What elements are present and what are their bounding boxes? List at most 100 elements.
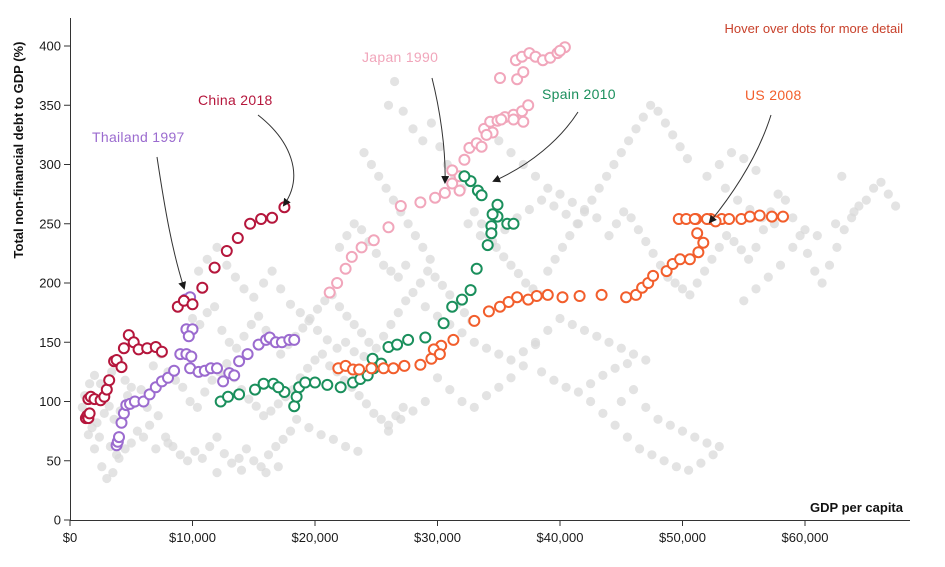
point-us-2008[interactable] bbox=[709, 215, 722, 228]
background-point[interactable] bbox=[518, 347, 528, 357]
point-us-2008[interactable] bbox=[468, 314, 481, 327]
background-point[interactable] bbox=[236, 465, 247, 475]
point-spain-2010[interactable] bbox=[290, 390, 303, 403]
background-point[interactable] bbox=[222, 359, 232, 369]
background-point[interactable] bbox=[393, 308, 403, 318]
background-point[interactable] bbox=[653, 106, 663, 116]
background-point[interactable] bbox=[780, 195, 791, 205]
background-point[interactable] bbox=[616, 148, 626, 158]
background-point[interactable] bbox=[610, 420, 620, 430]
point-us-2008[interactable] bbox=[692, 246, 705, 259]
background-point[interactable] bbox=[371, 343, 381, 353]
point-japan-1990[interactable] bbox=[458, 153, 471, 166]
point-us-2008[interactable] bbox=[482, 305, 495, 318]
background-point[interactable] bbox=[518, 361, 528, 371]
background-point[interactable] bbox=[132, 426, 142, 436]
background-point[interactable] bbox=[83, 430, 93, 440]
point-spain-2010[interactable] bbox=[419, 331, 432, 344]
background-point[interactable] bbox=[349, 319, 359, 330]
background-point[interactable] bbox=[239, 331, 249, 341]
background-point[interactable] bbox=[475, 231, 485, 241]
background-point[interactable] bbox=[463, 219, 473, 229]
background-point[interactable] bbox=[638, 112, 648, 122]
background-point[interactable] bbox=[831, 219, 841, 229]
background-point[interactable] bbox=[89, 370, 100, 380]
background-point[interactable] bbox=[418, 242, 428, 252]
background-point[interactable] bbox=[190, 446, 200, 456]
background-point[interactable] bbox=[249, 292, 259, 302]
point-us-2008[interactable] bbox=[753, 209, 766, 222]
point-japan-1990[interactable] bbox=[382, 221, 395, 234]
point-us-2008[interactable] bbox=[353, 363, 366, 376]
point-china-2018[interactable] bbox=[196, 281, 209, 294]
background-point[interactable] bbox=[85, 379, 95, 389]
point-japan-1990[interactable] bbox=[554, 44, 566, 57]
background-point[interactable] bbox=[398, 402, 408, 412]
background-point[interactable] bbox=[415, 278, 425, 288]
background-point[interactable] bbox=[371, 248, 381, 258]
background-point[interactable] bbox=[849, 207, 859, 217]
background-point[interactable] bbox=[722, 231, 732, 241]
background-point[interactable] bbox=[692, 278, 702, 288]
point-us-2008[interactable] bbox=[691, 227, 704, 240]
background-point[interactable] bbox=[249, 456, 259, 466]
background-point[interactable] bbox=[861, 195, 871, 205]
point-japan-1990[interactable] bbox=[475, 140, 488, 153]
background-point[interactable] bbox=[622, 359, 633, 369]
background-point[interactable] bbox=[432, 373, 443, 383]
background-point[interactable] bbox=[702, 171, 712, 181]
background-point[interactable] bbox=[775, 260, 786, 270]
background-point[interactable] bbox=[758, 225, 769, 235]
background-point[interactable] bbox=[120, 375, 130, 385]
background-point[interactable] bbox=[744, 254, 754, 264]
background-point[interactable] bbox=[379, 260, 389, 270]
background-point[interactable] bbox=[800, 225, 810, 235]
background-point[interactable] bbox=[561, 209, 571, 219]
background-point[interactable] bbox=[420, 396, 430, 407]
background-point[interactable] bbox=[126, 382, 136, 392]
background-point[interactable] bbox=[207, 375, 217, 385]
point-us-2008[interactable] bbox=[723, 213, 736, 225]
background-point[interactable] bbox=[359, 351, 369, 362]
background-point[interactable] bbox=[102, 473, 112, 484]
background-point[interactable] bbox=[648, 248, 658, 258]
point-spain-2010[interactable] bbox=[233, 388, 246, 401]
point-spain-2010[interactable] bbox=[272, 381, 285, 394]
point-china-2018[interactable] bbox=[186, 298, 199, 311]
background-point[interactable] bbox=[357, 225, 367, 235]
background-point[interactable] bbox=[543, 325, 553, 335]
background-point[interactable] bbox=[773, 189, 783, 199]
background-point[interactable] bbox=[647, 450, 657, 460]
background-point[interactable] bbox=[660, 118, 671, 128]
background-point[interactable] bbox=[469, 207, 479, 217]
point-spain-2010[interactable] bbox=[470, 262, 483, 275]
point-us-2008[interactable] bbox=[447, 333, 460, 346]
background-point[interactable] bbox=[561, 382, 571, 392]
point-thailand-1997[interactable] bbox=[228, 369, 241, 382]
background-point[interactable] bbox=[369, 408, 379, 418]
point-japan-1990[interactable] bbox=[438, 186, 451, 199]
point-japan-1990[interactable] bbox=[517, 66, 530, 79]
background-point[interactable] bbox=[435, 142, 445, 152]
point-japan-1990[interactable] bbox=[339, 262, 352, 275]
background-point[interactable] bbox=[530, 340, 541, 350]
point-japan-1990[interactable] bbox=[522, 99, 535, 112]
background-point[interactable] bbox=[192, 402, 202, 412]
point-spain-2010[interactable] bbox=[402, 333, 415, 346]
point-japan-1990[interactable] bbox=[394, 200, 407, 212]
background-point[interactable] bbox=[524, 204, 535, 215]
background-point[interactable] bbox=[592, 213, 602, 223]
point-thailand-1997[interactable] bbox=[288, 333, 301, 346]
background-point[interactable] bbox=[376, 414, 386, 424]
background-point[interactable] bbox=[598, 370, 608, 380]
background-point[interactable] bbox=[677, 426, 688, 436]
point-japan-1990[interactable] bbox=[480, 128, 493, 141]
background-point[interactable] bbox=[383, 426, 394, 436]
background-point[interactable] bbox=[426, 118, 436, 128]
background-point[interactable] bbox=[197, 453, 207, 463]
background-point[interactable] bbox=[537, 367, 547, 377]
point-japan-1990[interactable] bbox=[494, 72, 506, 84]
background-point[interactable] bbox=[641, 402, 651, 412]
background-point[interactable] bbox=[114, 453, 124, 463]
point-us-2008[interactable] bbox=[573, 290, 586, 302]
